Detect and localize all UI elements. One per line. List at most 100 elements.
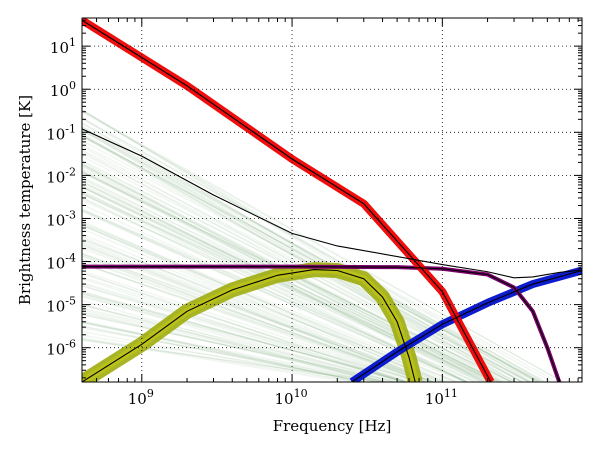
ensemble-sample-line	[82, 116, 553, 382]
ensemble-sample-line	[82, 135, 517, 382]
ensemble-sample-line	[82, 122, 539, 382]
ensemble-sample-line	[82, 145, 512, 382]
series-point	[336, 270, 338, 272]
ensemble-sample-line	[82, 321, 375, 382]
free-free-line	[82, 269, 416, 382]
series-point	[141, 343, 143, 345]
ensemble-sample-line	[82, 290, 407, 382]
ensemble-sample-line	[82, 186, 489, 382]
series-point	[408, 356, 410, 358]
ensemble-sample-line	[82, 325, 367, 382]
ensemble-sample-line	[82, 221, 444, 382]
ensemble-sample-line	[82, 309, 395, 382]
y-tick-label: 10-5	[46, 295, 76, 316]
ensemble-sample-line	[82, 109, 564, 382]
ensemble-sample-line	[82, 272, 407, 382]
y-tick-label: 10-3	[46, 208, 76, 229]
ensemble-sample-line	[82, 185, 502, 382]
series-point	[441, 268, 443, 270]
x-tick-label: 1011	[425, 387, 458, 408]
ensemble-sample-line	[82, 304, 408, 382]
series-point	[186, 85, 188, 87]
total-line	[82, 128, 582, 279]
series-point	[382, 253, 384, 255]
series-point	[141, 155, 143, 157]
model-lines	[82, 19, 582, 382]
series-point	[363, 203, 365, 205]
ensemble-sample-line	[82, 258, 434, 382]
ensemble-sample-line	[82, 272, 408, 382]
dust-line	[351, 269, 582, 382]
ensemble-sample-line	[82, 186, 483, 382]
ensemble-sample-line	[82, 327, 384, 382]
ensemble-sample-line	[82, 190, 486, 382]
series-point	[487, 271, 489, 273]
ensemble-sample-line	[82, 283, 407, 382]
y-tick-label: 10-4	[46, 252, 76, 273]
ensemble-sample-line	[82, 199, 492, 382]
ensemble-sample-line	[82, 322, 388, 382]
ensemble-sample-line	[82, 293, 394, 382]
ensemble-sample-line	[82, 186, 487, 382]
ensemble-sample-line	[82, 285, 404, 382]
ensemble-sample-line	[82, 247, 434, 382]
ensemble-sample-line	[82, 320, 364, 382]
series-point	[396, 321, 398, 323]
series-point	[532, 283, 534, 285]
series-point	[532, 276, 534, 278]
series-point	[231, 289, 233, 291]
series-point	[487, 274, 489, 276]
ensemble-sample-line	[82, 253, 427, 382]
ensemble-sample-line	[82, 245, 431, 382]
y-axis-label: Brightness temperature [K]	[16, 95, 34, 305]
series-point	[186, 310, 188, 312]
ensemble-sample-line	[82, 303, 377, 382]
ensemble-sample-line	[82, 295, 417, 382]
ensemble-sample-line	[82, 193, 495, 382]
x-axis-label: Frequency [Hz]	[273, 417, 392, 435]
plot-frame	[81, 17, 583, 383]
series-point	[313, 269, 315, 271]
ensemble-sample-line	[82, 135, 540, 382]
ensemble-sample-line	[82, 240, 435, 382]
ensemble-sample-line	[82, 292, 408, 382]
y-tick-label: 10-6	[46, 338, 76, 359]
ensemble-sample-line	[82, 183, 499, 382]
series-point	[382, 296, 384, 298]
series-point	[441, 291, 443, 293]
grid-lines	[82, 18, 582, 382]
ensemble-sample-line	[82, 224, 438, 382]
ensemble-sample-line	[82, 129, 538, 382]
ensemble-sample-line	[82, 129, 515, 382]
x-tick-label: 1010	[275, 387, 308, 408]
ensemble-sample-line	[82, 313, 400, 382]
ensemble-sample-line	[82, 307, 406, 382]
ensemble-sample-line	[82, 181, 489, 382]
ensemble-sample-line	[82, 255, 429, 382]
ensemble-sample-line	[82, 135, 523, 382]
ensemble-sample-line	[82, 262, 427, 382]
series-point	[336, 245, 338, 247]
ensemble-sample-line	[82, 291, 405, 382]
ensemble-sample-line	[82, 277, 403, 382]
ensemble-sample-line	[82, 236, 434, 382]
ensemble-sample-line	[82, 292, 410, 382]
ensemble-sample-line	[82, 118, 558, 382]
synchrotron-line	[82, 19, 492, 382]
ensemble-sample-line	[82, 109, 531, 382]
series-point	[441, 323, 443, 325]
series-point	[558, 272, 560, 274]
ensemble-sample-line	[82, 319, 362, 382]
ensemble-sample-line	[82, 254, 426, 382]
y-tick-label: 10-2	[46, 165, 76, 186]
ensemble-sample-line	[82, 312, 386, 382]
ensemble-sample-line	[82, 222, 464, 382]
ensemble-sample-line	[82, 270, 421, 382]
series-point	[441, 264, 443, 266]
ensemble-sample-line	[82, 117, 523, 382]
ensemble-sample-line	[82, 311, 387, 382]
ensemble-sample-line	[82, 109, 537, 382]
ensemble-sample-line	[82, 181, 495, 382]
series-point	[363, 278, 365, 280]
